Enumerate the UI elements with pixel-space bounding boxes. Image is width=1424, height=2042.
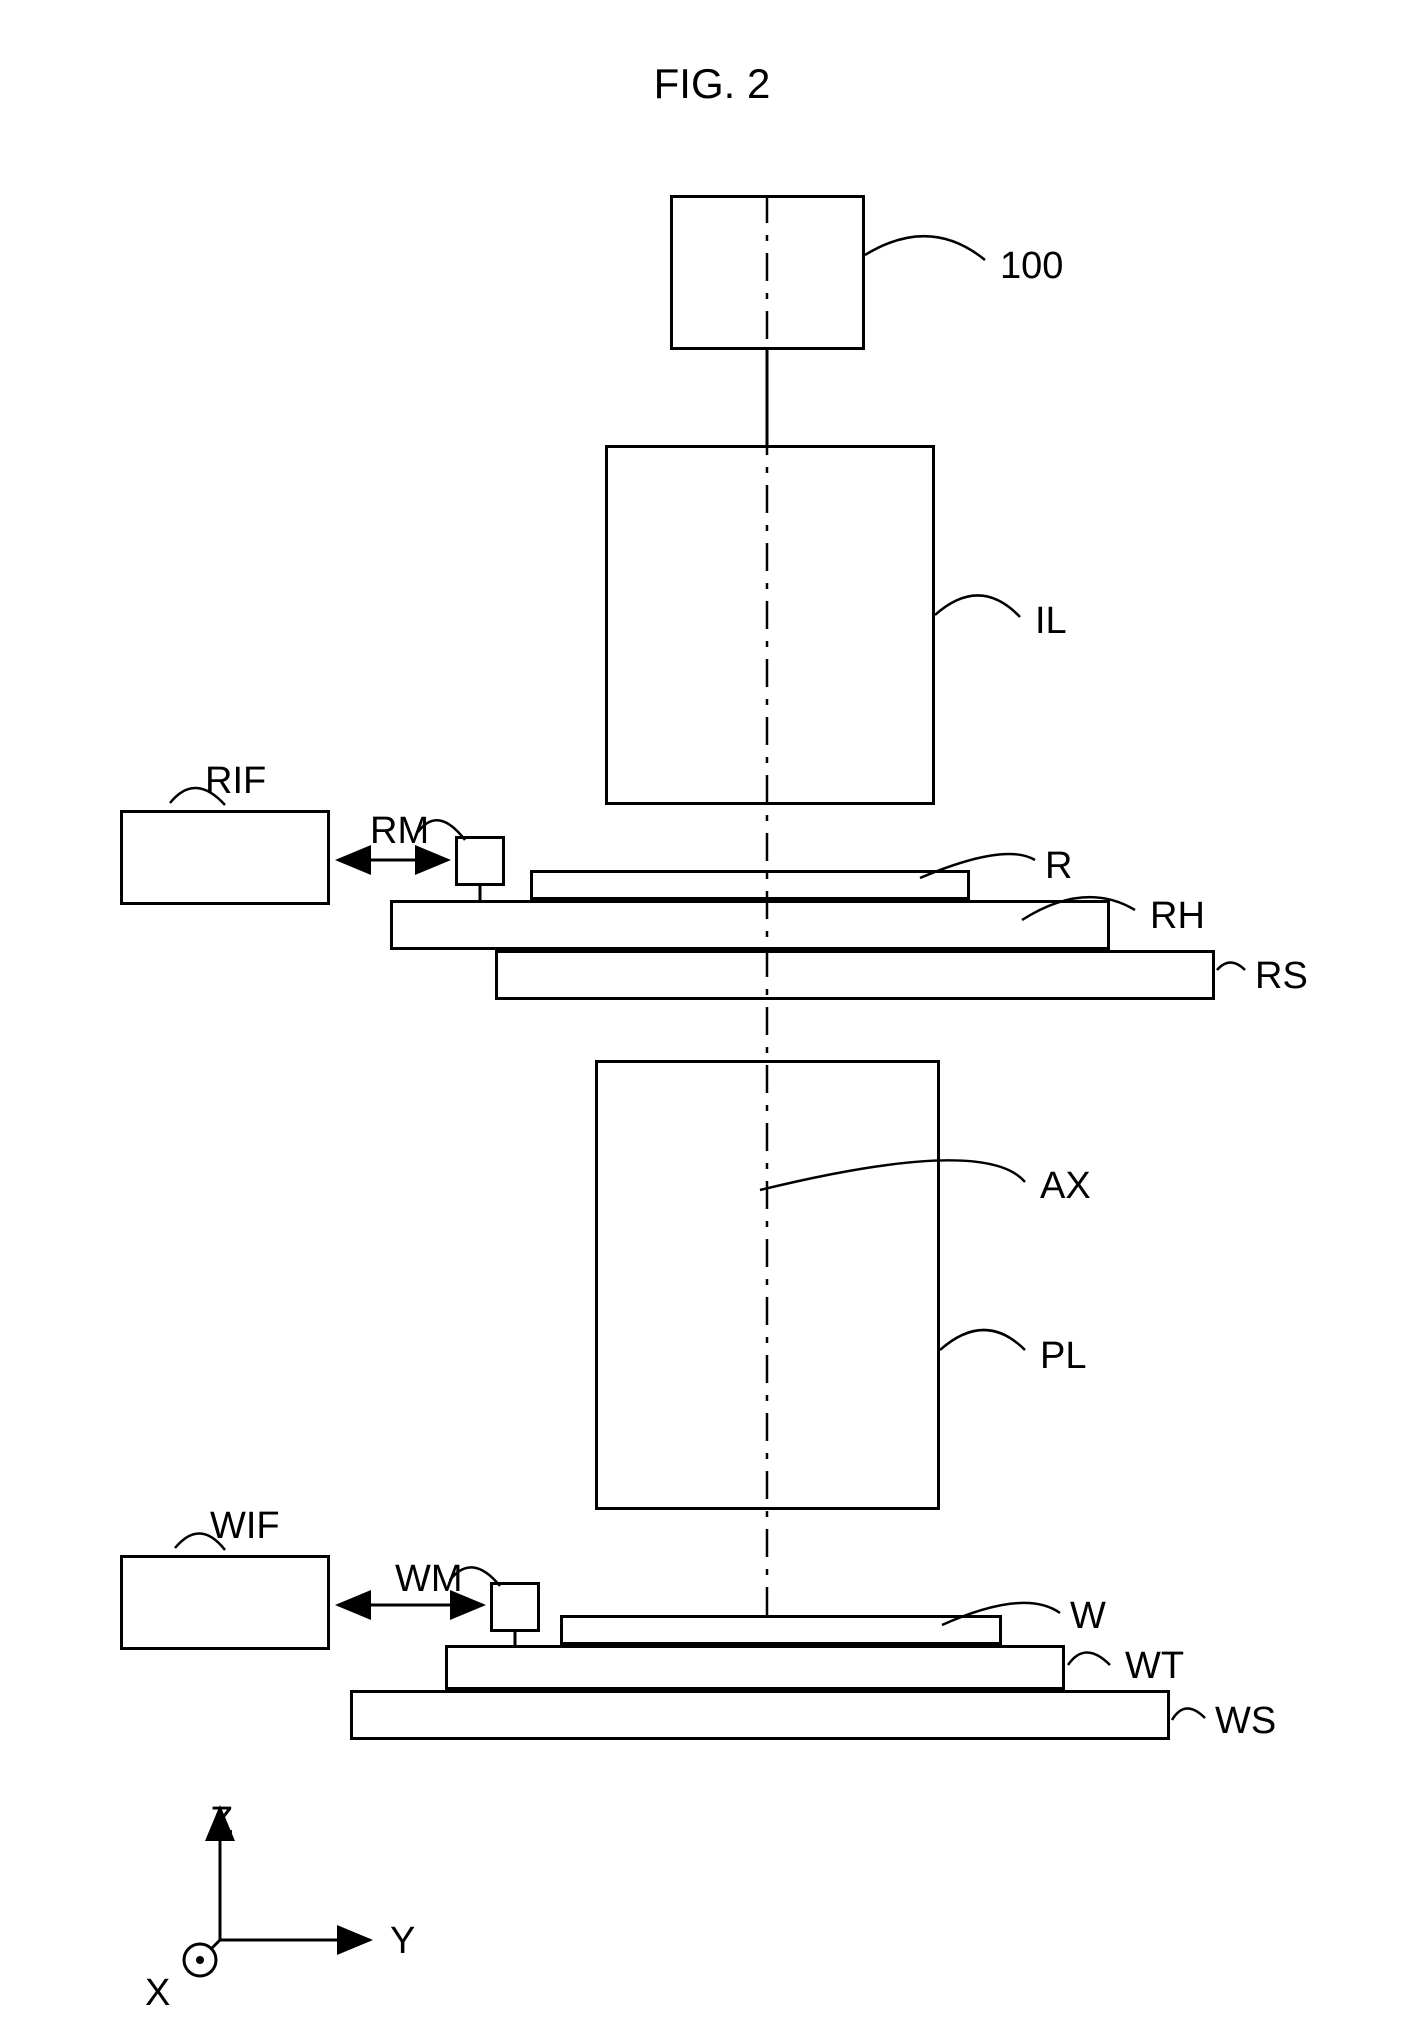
leader-r [920,854,1035,878]
diagram-container: FIG. 2 [0,0,1424,2042]
leader-wt [1068,1653,1110,1666]
leader-ws [1172,1708,1205,1720]
label-wif: WIF [210,1505,280,1548]
label-rm: RM [370,810,429,853]
label-y: Y [390,1920,415,1963]
label-w: W [1070,1595,1106,1638]
leader-pl [940,1330,1025,1350]
label-wt: WT [1125,1645,1184,1688]
leader-w [942,1603,1060,1625]
label-rh: RH [1150,895,1205,938]
label-wm: WM [395,1558,463,1601]
label-ax: AX [1040,1165,1091,1208]
leader-il [935,595,1020,617]
leader-rs [1217,963,1245,971]
label-r: R [1045,845,1072,888]
label-x: X [145,1972,170,2015]
label-rif: RIF [205,760,266,803]
leader-100 [865,236,985,260]
leader-rh [1022,897,1135,920]
label-il: IL [1035,600,1067,643]
x-axis-dot [196,1956,204,1964]
overlay-svg [0,0,1424,2042]
x-axis-tie [212,1940,220,1948]
label-rs: RS [1255,955,1308,998]
leader-ax [760,1160,1025,1190]
label-z: Z [210,1800,233,1843]
label-pl: PL [1040,1335,1086,1378]
label-100: 100 [1000,245,1063,288]
label-ws: WS [1215,1700,1276,1743]
